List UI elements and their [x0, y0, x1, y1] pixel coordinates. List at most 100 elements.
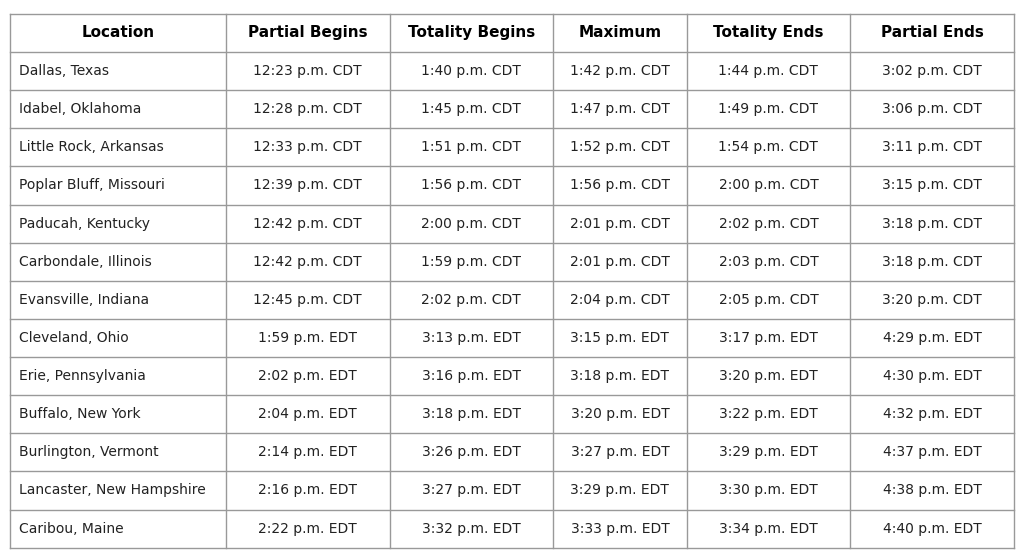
- Bar: [10, 357, 226, 395]
- Bar: [687, 433, 850, 471]
- Bar: [850, 128, 1014, 166]
- Text: 2:04 p.m. CDT: 2:04 p.m. CDT: [570, 293, 670, 307]
- Bar: [10, 205, 226, 242]
- Bar: [553, 128, 687, 166]
- Text: 1:47 p.m. CDT: 1:47 p.m. CDT: [570, 102, 670, 116]
- Bar: [687, 357, 850, 395]
- Text: Dallas, Texas: Dallas, Texas: [18, 64, 109, 78]
- Text: 2:00 p.m. CDT: 2:00 p.m. CDT: [422, 217, 521, 231]
- Text: 12:23 p.m. CDT: 12:23 p.m. CDT: [254, 64, 362, 78]
- Bar: [687, 395, 850, 433]
- Text: Burlington, Vermont: Burlington, Vermont: [18, 445, 159, 459]
- Text: 12:39 p.m. CDT: 12:39 p.m. CDT: [253, 178, 362, 192]
- Bar: [687, 205, 850, 242]
- Bar: [687, 90, 850, 128]
- Text: Poplar Bluff, Missouri: Poplar Bluff, Missouri: [18, 178, 165, 192]
- Text: 2:22 p.m. EDT: 2:22 p.m. EDT: [258, 522, 357, 535]
- Text: 1:56 p.m. CDT: 1:56 p.m. CDT: [570, 178, 670, 192]
- Text: 4:40 p.m. EDT: 4:40 p.m. EDT: [883, 522, 981, 535]
- Text: 2:02 p.m. CDT: 2:02 p.m. CDT: [422, 293, 521, 307]
- Text: Idabel, Oklahoma: Idabel, Oklahoma: [18, 102, 141, 116]
- Bar: [226, 205, 389, 242]
- Bar: [389, 166, 553, 205]
- Text: 1:52 p.m. CDT: 1:52 p.m. CDT: [570, 140, 670, 155]
- Bar: [10, 281, 226, 319]
- Bar: [850, 52, 1014, 90]
- Text: 1:45 p.m. CDT: 1:45 p.m. CDT: [422, 102, 521, 116]
- Text: 3:15 p.m. CDT: 3:15 p.m. CDT: [882, 178, 982, 192]
- Text: 4:29 p.m. EDT: 4:29 p.m. EDT: [883, 331, 981, 345]
- Text: 3:11 p.m. CDT: 3:11 p.m. CDT: [882, 140, 982, 155]
- Text: 3:30 p.m. EDT: 3:30 p.m. EDT: [719, 484, 818, 498]
- Bar: [850, 509, 1014, 548]
- Bar: [850, 14, 1014, 52]
- Bar: [553, 205, 687, 242]
- Bar: [226, 471, 389, 509]
- Text: 2:05 p.m. CDT: 2:05 p.m. CDT: [719, 293, 818, 307]
- Bar: [687, 281, 850, 319]
- Bar: [10, 433, 226, 471]
- Text: Caribou, Maine: Caribou, Maine: [18, 522, 124, 535]
- Text: 2:01 p.m. CDT: 2:01 p.m. CDT: [570, 255, 670, 269]
- Bar: [10, 242, 226, 281]
- Text: 3:33 p.m. EDT: 3:33 p.m. EDT: [570, 522, 670, 535]
- Bar: [389, 433, 553, 471]
- Bar: [389, 90, 553, 128]
- Text: 12:45 p.m. CDT: 12:45 p.m. CDT: [254, 293, 362, 307]
- Bar: [850, 471, 1014, 509]
- Bar: [687, 14, 850, 52]
- Bar: [389, 242, 553, 281]
- Text: 12:33 p.m. CDT: 12:33 p.m. CDT: [254, 140, 362, 155]
- Text: 3:16 p.m. EDT: 3:16 p.m. EDT: [422, 369, 521, 383]
- Bar: [850, 90, 1014, 128]
- Bar: [10, 52, 226, 90]
- Text: 2:01 p.m. CDT: 2:01 p.m. CDT: [570, 217, 670, 231]
- Text: 3:20 p.m. EDT: 3:20 p.m. EDT: [570, 407, 670, 421]
- Bar: [389, 319, 553, 357]
- Bar: [553, 319, 687, 357]
- Bar: [687, 166, 850, 205]
- Text: 4:38 p.m. EDT: 4:38 p.m. EDT: [883, 484, 981, 498]
- Text: Cleveland, Ohio: Cleveland, Ohio: [18, 331, 129, 345]
- Text: 1:59 p.m. CDT: 1:59 p.m. CDT: [421, 255, 521, 269]
- Bar: [389, 281, 553, 319]
- Text: 3:22 p.m. EDT: 3:22 p.m. EDT: [719, 407, 818, 421]
- Text: 1:42 p.m. CDT: 1:42 p.m. CDT: [570, 64, 670, 78]
- Bar: [10, 395, 226, 433]
- Text: 4:30 p.m. EDT: 4:30 p.m. EDT: [883, 369, 981, 383]
- Text: Partial Ends: Partial Ends: [881, 26, 983, 41]
- Text: 3:18 p.m. CDT: 3:18 p.m. CDT: [882, 255, 982, 269]
- Text: 3:27 p.m. EDT: 3:27 p.m. EDT: [422, 484, 521, 498]
- Bar: [687, 509, 850, 548]
- Text: Location: Location: [82, 26, 155, 41]
- Text: Buffalo, New York: Buffalo, New York: [18, 407, 140, 421]
- Bar: [389, 14, 553, 52]
- Bar: [850, 357, 1014, 395]
- Text: 1:44 p.m. CDT: 1:44 p.m. CDT: [719, 64, 818, 78]
- Bar: [389, 471, 553, 509]
- Text: 1:59 p.m. EDT: 1:59 p.m. EDT: [258, 331, 357, 345]
- Text: 12:28 p.m. CDT: 12:28 p.m. CDT: [253, 102, 362, 116]
- Text: Totality Ends: Totality Ends: [713, 26, 823, 41]
- Text: 2:14 p.m. EDT: 2:14 p.m. EDT: [258, 445, 357, 459]
- Text: Little Rock, Arkansas: Little Rock, Arkansas: [18, 140, 164, 155]
- Text: 2:03 p.m. CDT: 2:03 p.m. CDT: [719, 255, 818, 269]
- Bar: [553, 357, 687, 395]
- Text: 1:49 p.m. CDT: 1:49 p.m. CDT: [719, 102, 818, 116]
- Bar: [10, 319, 226, 357]
- Bar: [389, 128, 553, 166]
- Bar: [553, 242, 687, 281]
- Bar: [553, 395, 687, 433]
- Bar: [850, 281, 1014, 319]
- Text: Paducah, Kentucky: Paducah, Kentucky: [18, 217, 150, 231]
- Text: 3:20 p.m. EDT: 3:20 p.m. EDT: [719, 369, 818, 383]
- Text: 3:02 p.m. CDT: 3:02 p.m. CDT: [882, 64, 982, 78]
- Text: Maximum: Maximum: [579, 26, 662, 41]
- Bar: [226, 128, 389, 166]
- Bar: [553, 433, 687, 471]
- Bar: [553, 471, 687, 509]
- Text: 3:29 p.m. EDT: 3:29 p.m. EDT: [719, 445, 818, 459]
- Text: 3:15 p.m. EDT: 3:15 p.m. EDT: [570, 331, 670, 345]
- Bar: [10, 90, 226, 128]
- Bar: [687, 242, 850, 281]
